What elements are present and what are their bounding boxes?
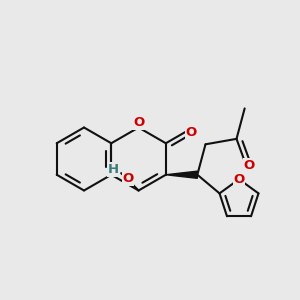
Text: O: O	[122, 172, 134, 185]
Polygon shape	[166, 171, 197, 178]
Text: O: O	[133, 116, 144, 129]
Text: H: H	[108, 163, 119, 176]
Text: O: O	[233, 173, 244, 186]
Text: O: O	[185, 126, 197, 139]
Text: O: O	[244, 159, 255, 172]
